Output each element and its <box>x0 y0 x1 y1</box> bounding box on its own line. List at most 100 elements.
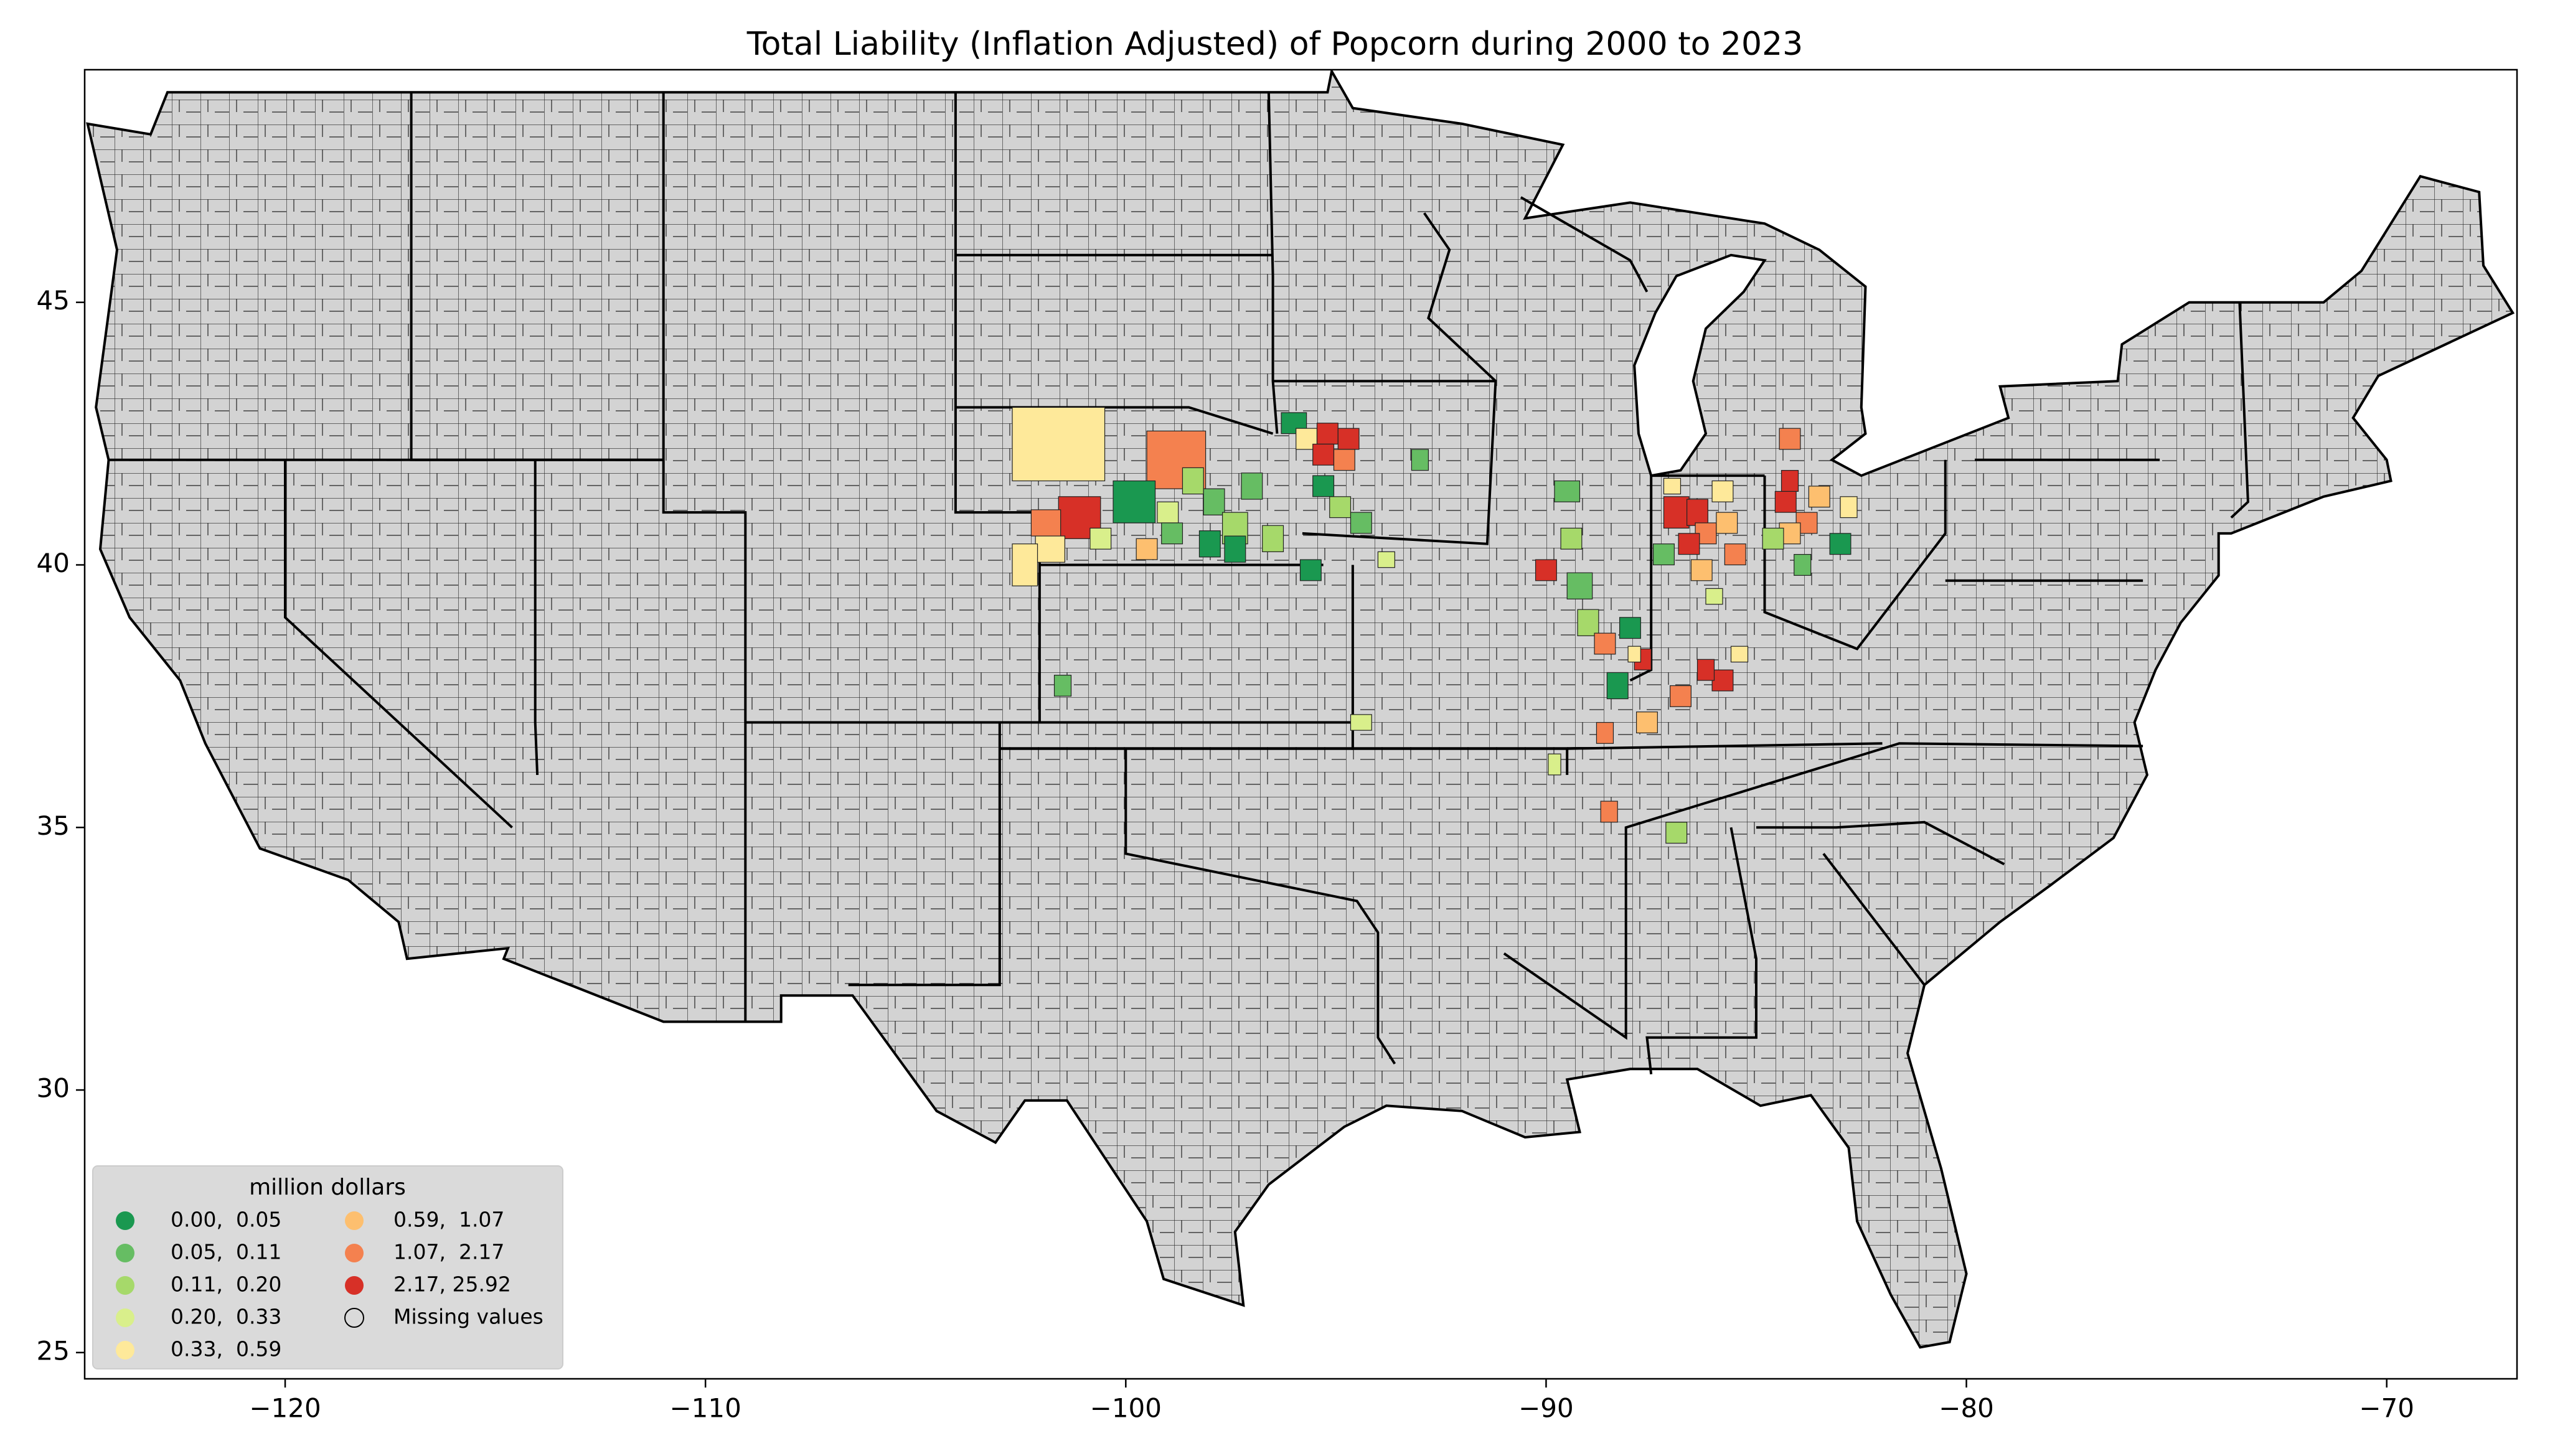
county <box>1161 522 1183 545</box>
x-tick-label: −90 <box>1518 1393 1574 1424</box>
y-tick-label: 30 <box>37 1073 70 1104</box>
legend-label: 0.33, 0.59 <box>171 1337 281 1361</box>
legend-marker <box>116 1341 134 1360</box>
county <box>1600 801 1618 823</box>
county <box>1635 712 1658 734</box>
legend-marker <box>345 1211 364 1230</box>
county <box>1829 533 1851 555</box>
county <box>1711 480 1734 502</box>
county <box>1696 659 1715 681</box>
county <box>1663 496 1690 529</box>
state-border <box>1645 827 1757 1074</box>
y-tick-label: 25 <box>37 1335 70 1366</box>
county <box>1089 527 1112 550</box>
county <box>1781 470 1799 492</box>
county <box>1779 428 1801 450</box>
legend-label: 0.00, 0.05 <box>171 1208 281 1232</box>
county <box>1316 423 1339 445</box>
county <box>1012 406 1106 482</box>
legend: million dollars 0.00, 0.05 0.05, 0.11 0.11… <box>92 1165 563 1369</box>
county <box>1774 491 1797 513</box>
plot-frame <box>83 68 2518 1380</box>
legend-label: Missing values <box>393 1305 543 1329</box>
state-border <box>1351 565 1569 775</box>
county <box>1678 533 1700 555</box>
county <box>1690 559 1713 581</box>
county <box>1762 527 1784 550</box>
state-border <box>1763 459 1947 651</box>
legend-label: 0.59, 1.07 <box>393 1208 504 1232</box>
county <box>1312 475 1335 497</box>
state-border <box>1503 742 2143 1040</box>
y-tick-label: 45 <box>37 285 70 316</box>
county <box>1337 428 1360 450</box>
county <box>1012 543 1038 586</box>
county <box>1299 559 1322 581</box>
county <box>1711 669 1734 692</box>
legend-marker <box>344 1308 364 1328</box>
county <box>1627 646 1641 663</box>
county <box>1157 501 1179 524</box>
legend-label: 1.07, 2.17 <box>393 1240 504 1264</box>
legend-marker <box>116 1276 134 1295</box>
chart-title: Total Liability (Inflation Adjusted) of … <box>746 26 1804 63</box>
state-border <box>1822 853 1926 986</box>
state-border <box>1267 92 1279 434</box>
county <box>1198 530 1221 558</box>
county <box>1687 499 1708 526</box>
legend-marker <box>116 1244 134 1262</box>
x-tick-label: −100 <box>1090 1393 1162 1424</box>
county <box>1203 488 1225 515</box>
county <box>1577 609 1599 636</box>
legend-marker <box>116 1308 134 1327</box>
county <box>1333 449 1355 471</box>
x-tick-label: −120 <box>249 1393 321 1424</box>
county <box>1035 535 1066 563</box>
state-border <box>1567 742 1883 750</box>
state-border <box>284 459 513 829</box>
county <box>1312 443 1335 466</box>
x-tick-label: −80 <box>1939 1393 1994 1424</box>
legend-label: 0.11, 0.20 <box>171 1272 281 1297</box>
county <box>1670 685 1691 707</box>
legend-box <box>92 1165 563 1369</box>
y-tick-label: 35 <box>37 810 70 841</box>
county <box>1030 509 1061 537</box>
county <box>1716 512 1738 534</box>
lake <box>1633 253 1767 477</box>
x-tick-label: −110 <box>669 1393 741 1424</box>
county <box>1350 714 1372 731</box>
state-border <box>2230 302 2249 519</box>
county <box>1113 480 1156 524</box>
county <box>1548 753 1561 776</box>
legend-label: 0.20, 0.33 <box>171 1305 281 1329</box>
legend-label: 2.17, 25.92 <box>393 1272 511 1297</box>
county <box>1808 486 1830 508</box>
country-outline <box>86 70 2515 1349</box>
state-border <box>1423 212 1497 382</box>
legend-marker <box>116 1211 134 1230</box>
county <box>1350 512 1372 534</box>
county <box>1794 554 1812 576</box>
county <box>1329 496 1352 519</box>
axes: −120 −110 −100 −90 −80 −70 25 30 35 40 45 <box>37 285 2414 1423</box>
legend-marker <box>345 1276 364 1295</box>
county <box>1606 672 1629 700</box>
county <box>1724 543 1746 566</box>
legend-marker <box>345 1244 364 1262</box>
state-border <box>534 459 539 775</box>
county <box>1554 480 1581 502</box>
y-tick-label: 40 <box>37 548 70 578</box>
county <box>1594 632 1616 655</box>
state-border <box>1756 820 2005 866</box>
state-border <box>1273 380 1497 545</box>
county <box>1377 551 1395 568</box>
county <box>1411 449 1429 471</box>
legend-label: 0.05, 0.11 <box>171 1240 281 1264</box>
x-tick-label: −70 <box>2359 1393 2414 1424</box>
state-border <box>662 92 747 1022</box>
county <box>1566 572 1593 599</box>
map <box>86 70 2515 1349</box>
legend-title: million dollars <box>249 1175 406 1200</box>
